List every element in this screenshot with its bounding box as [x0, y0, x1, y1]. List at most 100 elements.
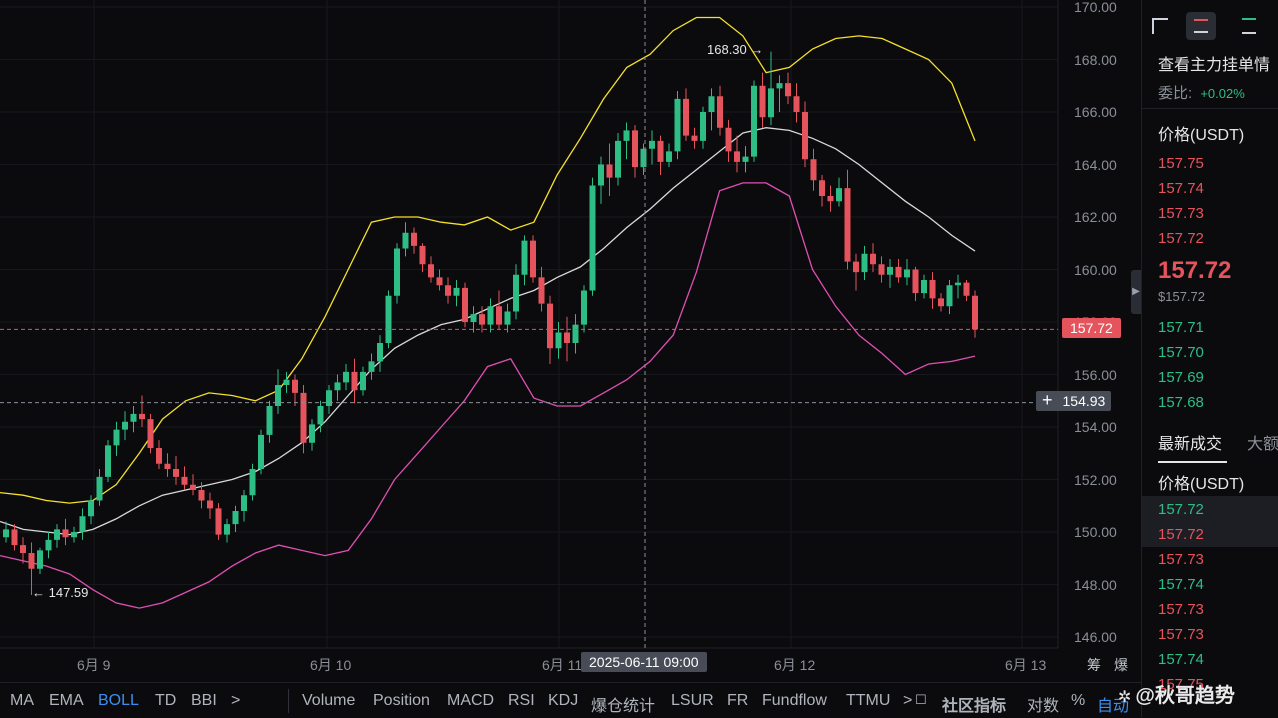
candle-body [751, 85, 757, 157]
watermark-text: @秋哥趋势 [1135, 685, 1235, 707]
candle-body [113, 429, 120, 446]
candle-body [96, 476, 103, 501]
candlestick-chart-svg[interactable] [0, 0, 1140, 680]
log-scale-toggle[interactable]: 对数 [1027, 698, 1060, 715]
candle-body [700, 112, 706, 141]
candle-body [929, 280, 936, 299]
candle-body [598, 164, 604, 186]
candle-body [904, 269, 910, 278]
bid-price-3[interactable]: 157.69 [1158, 369, 1204, 386]
community-indicators-button[interactable]: 社区指标 [942, 698, 1007, 715]
x-tick-label: 6月 13 [1005, 657, 1047, 673]
layout-asks-icon[interactable] [1242, 18, 1256, 34]
candle-body [283, 379, 290, 385]
candle-body [292, 379, 298, 393]
candle-body [963, 282, 970, 296]
ratio-value: +0.02% [1200, 86, 1245, 101]
indicator-rsi[interactable]: RSI [508, 692, 535, 709]
candle-body [479, 314, 485, 325]
plus-icon[interactable]: + [1042, 390, 1053, 410]
candle-body [139, 413, 145, 420]
indicator-volume[interactable]: Volume [302, 692, 356, 709]
candle-body [759, 85, 766, 118]
bid-price-2[interactable]: 157.70 [1158, 344, 1204, 361]
percent-scale-toggle[interactable]: % [1071, 692, 1086, 709]
candle-body [334, 382, 341, 391]
y-tick-label: 170.00 [1074, 0, 1117, 15]
candle-body [793, 96, 800, 112]
candle-body [632, 130, 638, 168]
ask-price-3[interactable]: 157.73 [1158, 205, 1204, 222]
orderbook-sidebar: 查看主力挂单情 委比: +0.02% 价格(USDT) 157.75 157.7… [1141, 0, 1278, 717]
candle-body [878, 264, 885, 275]
boll-upper-line [0, 16, 976, 504]
indicator-td[interactable]: TD [155, 692, 177, 709]
indicator-fr[interactable]: FR [727, 692, 749, 709]
candle-body [71, 532, 77, 538]
candle-body [776, 83, 783, 89]
trades-price-header: 价格(USDT) [1158, 476, 1245, 493]
candle-body [105, 445, 111, 477]
chip-toggle[interactable]: 筹 [1087, 657, 1101, 673]
candle-body [530, 240, 536, 278]
orderbook-title[interactable]: 查看主力挂单情 [1158, 57, 1271, 74]
y-tick-label: 166.00 [1074, 104, 1117, 120]
trade-price: 157.74 [1158, 576, 1204, 593]
indicator-lsur[interactable]: LSUR [671, 692, 714, 709]
candle-body [419, 245, 426, 265]
indicator-liquidation-stats[interactable]: 爆仓统计 [591, 698, 656, 715]
y-tick-label: 156.00 [1074, 366, 1117, 383]
y-tick-label: 148.00 [1074, 576, 1117, 593]
chevron-right-icon[interactable]: > [903, 692, 913, 709]
edit-icon[interactable]: ☐ [915, 692, 927, 707]
indicator-ema[interactable]: EMA [49, 692, 84, 709]
crosshair-price-tag[interactable]: +154.93 [1036, 390, 1112, 411]
bid-price-4[interactable]: 157.68 [1158, 394, 1204, 411]
indicator-boll[interactable]: BOLL [98, 692, 139, 709]
ask-price-1[interactable]: 157.75 [1158, 155, 1204, 172]
sidebar-divider [1142, 108, 1278, 109]
layout-both-icon[interactable] [1152, 18, 1168, 34]
bid-price-1[interactable]: 157.71 [1158, 319, 1204, 336]
auto-scale-toggle[interactable]: 自动 [1097, 698, 1130, 715]
candle-body [317, 406, 324, 425]
y-tick-label: 146.00 [1074, 629, 1117, 645]
candle-body [181, 476, 188, 485]
layout-bids-icon[interactable] [1186, 12, 1216, 40]
indicator-ma[interactable]: MA [10, 692, 34, 709]
liquidation-toggle[interactable]: 爆 [1114, 657, 1128, 673]
candle-body [615, 140, 621, 178]
candle-body [62, 529, 69, 538]
y-tick-label: 152.00 [1074, 471, 1117, 488]
ask-price-4[interactable]: 157.72 [1158, 230, 1204, 247]
y-tick-label: 150.00 [1074, 524, 1117, 540]
indicator-fundflow[interactable]: Fundflow [762, 692, 827, 709]
high-price-marker: 168.30 → [707, 42, 764, 57]
indicator-macd[interactable]: MACD [447, 692, 495, 709]
indicator-ttmu[interactable]: TTMU [846, 692, 891, 709]
candle-body [649, 140, 655, 149]
trade-price: 157.73 [1158, 551, 1204, 568]
candle-body [37, 550, 43, 569]
ask-price-2[interactable]: 157.74 [1158, 180, 1204, 197]
indicator-kdj[interactable]: KDJ [548, 692, 579, 709]
candle-body [802, 112, 808, 160]
indicator-bbi[interactable]: BBI [191, 692, 217, 709]
tab-large-trades[interactable]: 大额 [1247, 436, 1278, 453]
indicator-position[interactable]: Position [373, 692, 430, 709]
chevron-right-icon[interactable]: > [231, 692, 241, 709]
candle-body [326, 390, 332, 406]
collapse-sidebar-handle[interactable]: ▶ [1131, 270, 1141, 314]
candle-body [572, 324, 579, 343]
candle-body [462, 287, 468, 322]
candle-body [895, 266, 902, 278]
x-tick-label: 6月 10 [310, 657, 352, 673]
candle-body [266, 406, 273, 435]
candle-body [11, 529, 18, 546]
price-chart[interactable]: 170.00168.00166.00164.00162.00160.00158.… [0, 0, 1141, 680]
candle-body [921, 280, 927, 294]
candle-body [768, 88, 774, 118]
candle-body [445, 285, 451, 296]
candle-body [411, 232, 417, 246]
tab-latest-trades[interactable]: 最新成交 [1158, 436, 1223, 453]
